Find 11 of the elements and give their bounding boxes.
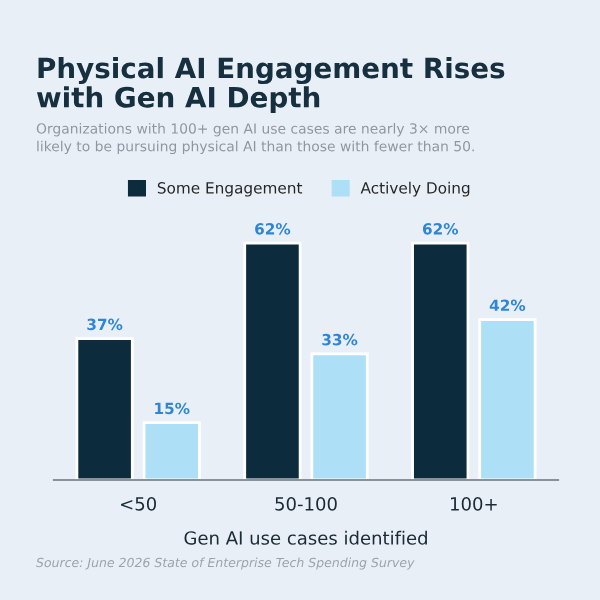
bar (411, 241, 470, 480)
x-tick-label: 100+ (451, 496, 497, 511)
x-tick-label: <50 (121, 496, 157, 511)
bar (310, 352, 369, 480)
bar (142, 421, 201, 480)
bar (75, 337, 134, 480)
bar (478, 318, 537, 480)
bar (243, 241, 302, 480)
x-tick-label: 50-100 (275, 496, 337, 511)
chart-title: Physical AI Engagement Rises with Gen AI Depth (36, 57, 505, 114)
x-axis-title: Gen AI use cases identified (184, 530, 427, 545)
